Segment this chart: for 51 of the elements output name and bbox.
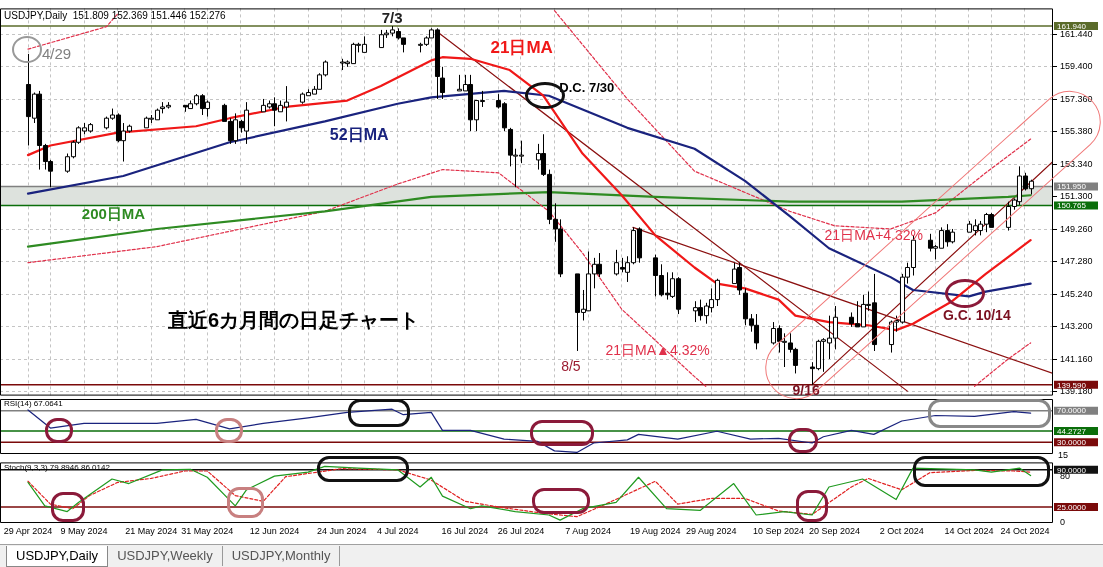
y-tick-label: 145.240 xyxy=(1060,288,1093,299)
y-tick-label: 153.340 xyxy=(1060,158,1093,169)
text: USDJPY,Monthly xyxy=(222,546,341,566)
series-label: 21日MA xyxy=(490,37,553,57)
annotation: 9/16 xyxy=(792,381,820,398)
ref-line-label: 25.0000 xyxy=(1057,502,1087,512)
x-tick-label: 24 Jun 2024 xyxy=(316,525,367,536)
y-tick-label: 161.440 xyxy=(1060,28,1093,39)
annotation: 7/3 xyxy=(381,9,403,27)
y-tick-label: 147.280 xyxy=(1060,255,1093,266)
x-tick-label: 16 Jul 2024 xyxy=(441,525,489,536)
annotation: 4/29 xyxy=(42,44,72,62)
ref-line-label: 70.0000 xyxy=(1057,406,1087,416)
x-tick-label: 9 May 2024 xyxy=(60,525,108,536)
series-label: 200日MA xyxy=(81,204,146,222)
x-tick-label: 29 Apr 2024 xyxy=(3,525,53,536)
annotation: G.C. 10/14 xyxy=(942,307,1011,324)
text: 15 xyxy=(1058,450,1069,460)
ref-line-label: 151.950 xyxy=(1057,182,1087,192)
x-tick-label: 24 Oct 2024 xyxy=(1000,525,1050,536)
y-tick-label: 151.300 xyxy=(1060,191,1093,202)
x-tick-label: 29 Aug 2024 xyxy=(686,525,737,536)
annotation: 8/5 xyxy=(561,357,581,374)
ref-line-label: 30.0000 xyxy=(1057,437,1087,447)
series-label: 21日MA+4.32% xyxy=(824,226,924,243)
x-tick-label: 2 Oct 2024 xyxy=(879,525,924,536)
ref-line-label: 150.765 xyxy=(1057,201,1087,211)
x-tick-label: 7 Aug 2024 xyxy=(565,525,611,536)
ref-line-label: 161.940 xyxy=(1057,21,1087,31)
x-tick-label: 19 Aug 2024 xyxy=(630,525,681,536)
annotation: 直近6カ月間の日足チャート xyxy=(167,309,420,331)
y-tick-label: 0 xyxy=(1060,516,1066,527)
x-tick-label: 4 Jul 2024 xyxy=(376,525,419,536)
y-tick-label: 155.380 xyxy=(1060,125,1093,136)
series-label: 52日MA xyxy=(329,126,389,144)
y-tick-label: 143.200 xyxy=(1060,321,1093,332)
x-tick-label: 20 Sep 2024 xyxy=(809,525,861,536)
x-tick-label: 14 Oct 2024 xyxy=(944,525,994,536)
x-tick-label: 26 Jul 2024 xyxy=(497,525,545,536)
y-tick-label: 159.400 xyxy=(1060,61,1093,72)
x-tick-label: 21 May 2024 xyxy=(125,525,178,536)
y-tick-label: 157.360 xyxy=(1060,94,1093,105)
y-tick-label: 149.260 xyxy=(1060,224,1093,235)
x-tick-label: 10 Sep 2024 xyxy=(753,525,805,536)
chart-title: RSI(14) 67.0641 xyxy=(4,399,64,409)
x-tick-label: 31 May 2024 xyxy=(181,525,234,536)
text: USDJPY,Weekly xyxy=(108,546,223,566)
ref-line-label: 44.2727 xyxy=(1057,426,1087,436)
chart-title: USDJPY,Daily 151.809 152.369 151.446 152.276 xyxy=(4,10,227,22)
y-tick-label: 141.160 xyxy=(1060,354,1093,365)
x-tick-label: 12 Jun 2024 xyxy=(249,525,300,536)
